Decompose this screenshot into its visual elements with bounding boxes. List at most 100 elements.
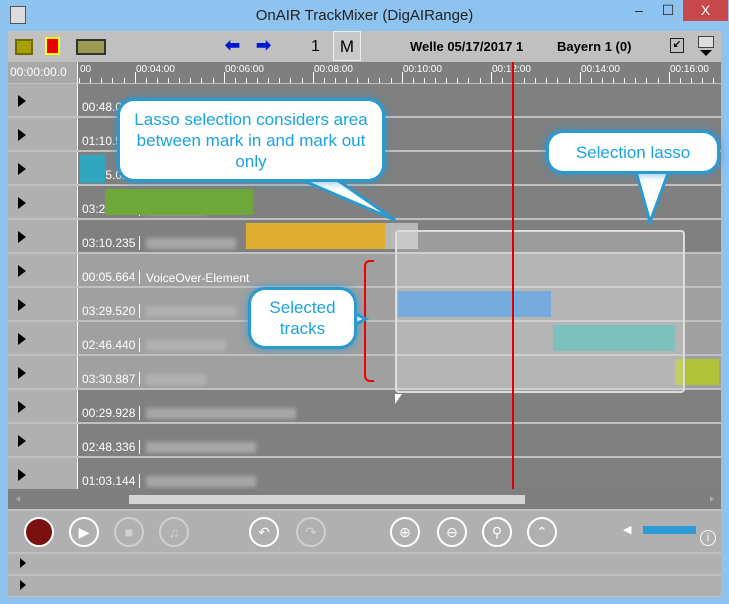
title-bar: OnAIR TrackMixer (DigAIRange) ‒ ☐ X [0, 0, 729, 31]
ruler-tick [268, 78, 269, 83]
ruler-tick [179, 78, 180, 83]
ruler-tick [213, 78, 214, 83]
track-name-blurred [146, 238, 236, 249]
export-icon[interactable]: ↙ [670, 38, 684, 53]
track-header [8, 220, 78, 252]
ruler-label: 00:06:00 [225, 64, 264, 75]
track-duration: 02:46.440 [82, 338, 141, 352]
zoom-out-button[interactable]: ⊖ [437, 517, 467, 547]
play-track-icon[interactable] [18, 265, 26, 277]
scrollbar-thumb[interactable] [129, 495, 525, 504]
scroll-right-icon[interactable] [710, 496, 714, 502]
channel-label: Bayern 1 (0) [557, 39, 632, 54]
play-track-icon[interactable] [18, 435, 26, 447]
play-button[interactable]: ▶ [69, 517, 99, 547]
play-track-icon[interactable] [18, 231, 26, 243]
track-duration: 03:10.235 [82, 236, 141, 250]
play-track-icon[interactable] [18, 401, 26, 413]
ruler-tick [591, 78, 592, 83]
back-arrow-icon[interactable]: ⬅ [225, 35, 241, 55]
bottom-panel-row[interactable] [8, 554, 721, 574]
zoom-fit-button[interactable]: ⚲ [482, 517, 512, 547]
record-button[interactable] [24, 517, 54, 547]
play-track-icon[interactable] [18, 333, 26, 345]
minimize-button[interactable]: ‒ [635, 2, 643, 18]
play-track-icon[interactable] [18, 299, 26, 311]
dropdown-arrow-icon[interactable] [700, 50, 712, 56]
ruler-tick [79, 78, 80, 83]
stop-button[interactable]: ■ [114, 517, 144, 547]
expand-icon[interactable] [20, 580, 26, 590]
ruler-tick [457, 78, 458, 83]
ruler-tick [413, 78, 414, 83]
clip[interactable] [80, 155, 105, 183]
add-music-button[interactable]: ♫ [159, 517, 189, 547]
track-header [8, 356, 78, 388]
ruler-tick [290, 78, 291, 83]
ruler-tick [357, 78, 358, 83]
horizontal-scrollbar[interactable] [8, 489, 721, 509]
play-track-icon[interactable] [18, 163, 26, 175]
ruler-tick [379, 78, 380, 83]
clip[interactable] [398, 291, 551, 317]
play-track-icon[interactable] [18, 469, 26, 481]
track-duration: 01:03.144 [82, 474, 141, 488]
selection-lasso[interactable] [395, 230, 685, 393]
ruler-tick [435, 78, 436, 83]
mode-button[interactable]: M [333, 31, 361, 61]
track-header [8, 288, 78, 320]
ruler-tick [279, 78, 280, 83]
track-duration: 00:29.928 [82, 406, 141, 420]
bottom-panel-row[interactable] [8, 576, 721, 596]
save-and-exit-icon[interactable] [76, 39, 106, 55]
scroll-left-icon[interactable] [16, 496, 20, 502]
forward-arrow-icon[interactable]: ➡ [256, 35, 272, 55]
redo-button[interactable]: ↷ [296, 517, 326, 547]
selected-tracks-callout: Selected tracks [251, 290, 354, 346]
exit-icon[interactable] [15, 39, 33, 55]
play-track-icon[interactable] [18, 95, 26, 107]
display-dropdown-icon[interactable] [698, 36, 714, 48]
maximize-button[interactable]: ☐ [661, 2, 675, 18]
track-name-blurred [146, 408, 296, 419]
play-track-icon[interactable] [18, 129, 26, 141]
track-duration: 03:30.887 [82, 372, 141, 386]
ruler-tick [646, 78, 647, 83]
track-duration: 00:05.664 [82, 270, 141, 284]
volume-slider[interactable] [643, 526, 696, 534]
window-title: OnAIR TrackMixer (DigAIRange) [255, 7, 474, 24]
clip[interactable] [105, 189, 253, 215]
ruler-tick [157, 78, 158, 83]
track-header [8, 424, 78, 456]
close-button[interactable]: X [683, 0, 728, 21]
collapse-up-button[interactable]: ⌃ [527, 517, 557, 547]
clip[interactable] [675, 359, 719, 385]
clip[interactable] [246, 223, 385, 249]
ruler-tick [424, 78, 425, 83]
station-date: Welle 05/17/2017 1 [410, 39, 524, 54]
track-row[interactable]: 02:48.336 [8, 424, 721, 456]
play-track-icon[interactable] [18, 367, 26, 379]
time-ruler[interactable]: 00:00:00.0 00 00:04:00 00:06:00 00:08:00 00:… [8, 62, 721, 83]
save-icon[interactable] [45, 37, 60, 55]
ruler-tick [190, 78, 191, 83]
track-row[interactable]: 01:03.144 [8, 458, 721, 490]
track-row[interactable]: 00:29.928 [8, 390, 721, 422]
expand-icon[interactable] [20, 558, 26, 568]
zoom-in-button[interactable]: ⊕ [390, 517, 420, 547]
track-name: VoiceOver-Element [146, 271, 250, 285]
ruler-label: 00:04:00 [136, 64, 175, 75]
playhead[interactable] [512, 62, 514, 489]
ruler-label: 00:16:00 [670, 64, 709, 75]
ruler-label: 00:14:00 [581, 64, 620, 75]
ruler-tick [391, 78, 392, 83]
ruler-label: 00:08:00 [314, 64, 353, 75]
track-name-blurred [146, 476, 256, 487]
clip[interactable] [553, 325, 675, 351]
info-icon[interactable]: i [700, 530, 716, 546]
play-track-icon[interactable] [18, 197, 26, 209]
app-icon [10, 6, 26, 24]
undo-button[interactable]: ↶ [249, 517, 279, 547]
track-header [8, 322, 78, 354]
